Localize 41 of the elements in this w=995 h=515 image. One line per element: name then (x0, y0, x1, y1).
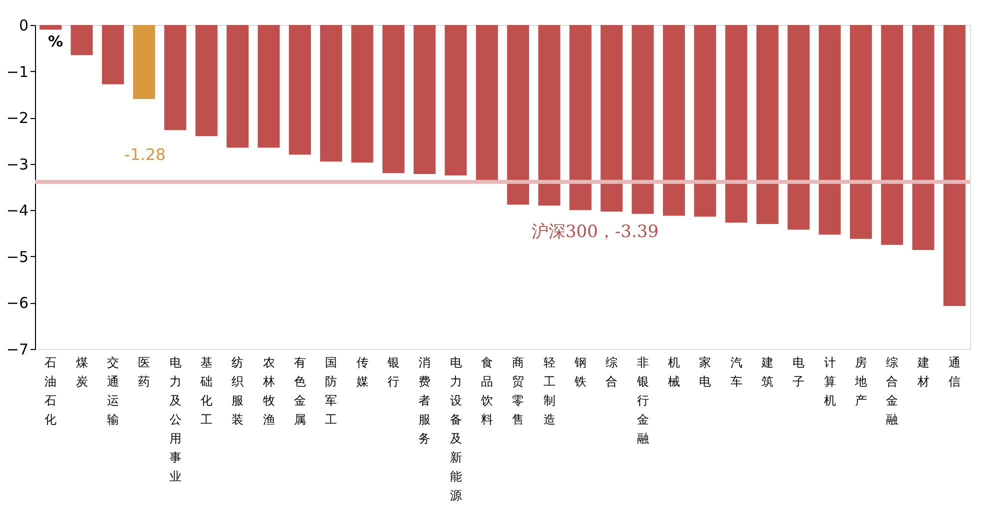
x-tick-label: 轻工制造 (543, 356, 556, 426)
y-tick-label: −7 (6, 340, 28, 358)
x-tick-label: 建筑 (760, 356, 774, 388)
y-axis-title: % (48, 32, 64, 50)
y-tick-label: −6 (6, 294, 28, 312)
ref-line-label: 沪深300，-3.39 (531, 222, 659, 242)
x-tick-label: 综合 (606, 356, 618, 388)
x-tick-label: 汽车 (730, 356, 742, 388)
x-tick-label: 综合金融 (886, 356, 898, 426)
x-tick-label: 电力及公用事业 (169, 356, 182, 484)
annotation: -1.28 (124, 145, 166, 164)
x-tick-label: 医药 (138, 356, 150, 388)
x-tick-label: 有色金属 (294, 356, 306, 426)
y-tick-label: −2 (6, 109, 28, 128)
x-tick-label: 家电 (699, 356, 712, 388)
x-tick-label: 传媒 (356, 356, 368, 388)
x-tick-label: 计算机 (824, 356, 836, 408)
x-tick-label: 银行 (386, 356, 400, 388)
y-tick-label: −4 (6, 202, 28, 220)
x-tick-label: 纺织服装 (232, 356, 244, 426)
x-tick-label: 钢铁 (573, 356, 586, 388)
x-tick-label: 基础化工 (199, 356, 212, 426)
y-tick-label: −1 (6, 62, 28, 81)
x-tick-label: 消费者服务 (418, 356, 431, 446)
x-tick-label: 国防军工 (325, 356, 338, 426)
y-tick-label: 0 (18, 16, 28, 34)
x-tick-label: 机械 (668, 356, 680, 388)
x-tick-label: 电力设备及新能源 (450, 356, 462, 502)
x-tick-label: 石油石化 (44, 356, 57, 426)
x-tick-label: 通信 (948, 356, 960, 388)
x-tick-label: 电子 (792, 356, 805, 388)
x-tick-label: 农林牧渔 (262, 356, 275, 426)
y-tick-label: −3 (6, 155, 28, 174)
x-tick-label: 房地产 (854, 356, 867, 408)
y-tick-label: −5 (6, 248, 28, 266)
x-tick-label: 建材 (916, 356, 930, 388)
x-tick-label: 食品饮料 (480, 356, 493, 426)
x-tick-label: 商贸零售 (512, 356, 524, 426)
x-tick-label: 交通运输 (106, 356, 119, 426)
x-tick-label: 煤炭 (76, 356, 88, 388)
x-tick-label: 非银行金融 (636, 356, 649, 446)
